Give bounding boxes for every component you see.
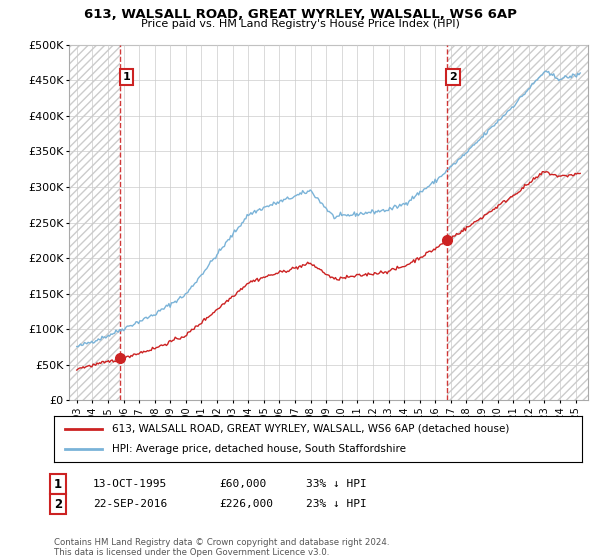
Text: 2: 2 [54, 497, 62, 511]
Text: 13-OCT-1995: 13-OCT-1995 [93, 479, 167, 489]
Text: 1: 1 [122, 72, 130, 82]
Text: £226,000: £226,000 [219, 499, 273, 509]
Text: HPI: Average price, detached house, South Staffordshire: HPI: Average price, detached house, Sout… [112, 444, 406, 454]
Text: 613, WALSALL ROAD, GREAT WYRLEY, WALSALL, WS6 6AP (detached house): 613, WALSALL ROAD, GREAT WYRLEY, WALSALL… [112, 423, 509, 433]
Text: £60,000: £60,000 [219, 479, 266, 489]
Text: 33% ↓ HPI: 33% ↓ HPI [306, 479, 367, 489]
Text: 23% ↓ HPI: 23% ↓ HPI [306, 499, 367, 509]
Text: 2: 2 [449, 72, 457, 82]
Text: 1: 1 [54, 478, 62, 491]
Text: 22-SEP-2016: 22-SEP-2016 [93, 499, 167, 509]
Text: Price paid vs. HM Land Registry's House Price Index (HPI): Price paid vs. HM Land Registry's House … [140, 19, 460, 29]
Text: 613, WALSALL ROAD, GREAT WYRLEY, WALSALL, WS6 6AP: 613, WALSALL ROAD, GREAT WYRLEY, WALSALL… [83, 8, 517, 21]
Text: Contains HM Land Registry data © Crown copyright and database right 2024.
This d: Contains HM Land Registry data © Crown c… [54, 538, 389, 557]
